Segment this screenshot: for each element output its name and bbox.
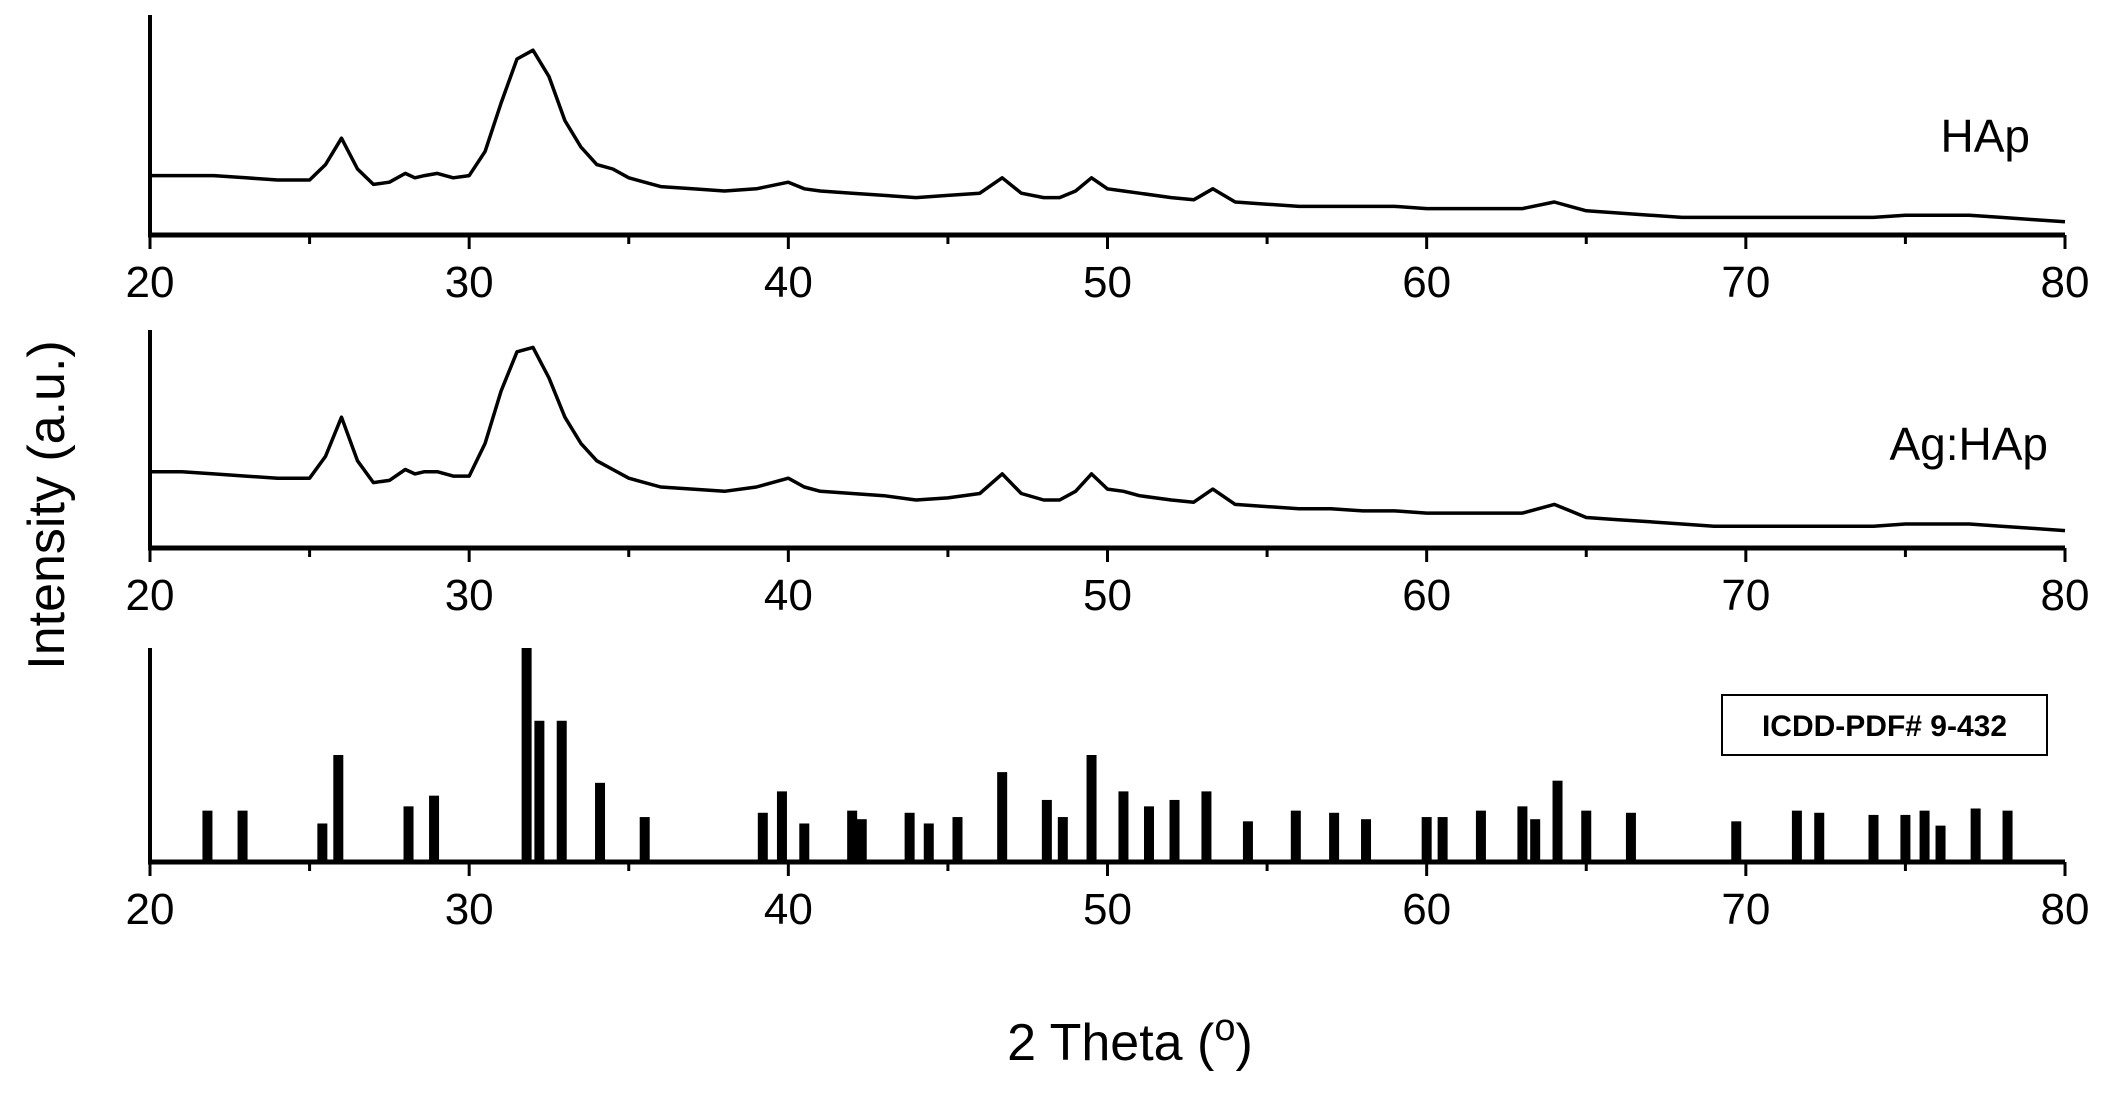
- reference-peak-bar: [317, 823, 328, 862]
- reference-peak-bar: [757, 812, 768, 862]
- reference-peak-bar: [1290, 810, 1301, 862]
- reference-peak-bar: [534, 720, 545, 862]
- reference-peak-bar: [333, 755, 344, 862]
- x-tick-label: 60: [1402, 258, 1451, 307]
- reference-peak-bar: [1970, 808, 1981, 862]
- reference-peak-bar: [1041, 799, 1052, 862]
- x-tick-label: 80: [2041, 258, 2090, 307]
- x-tick-label: 70: [1721, 258, 1770, 307]
- x-tick-label: 40: [764, 258, 813, 307]
- reference-peak-bar: [521, 648, 532, 862]
- x-tick-label: 30: [445, 885, 494, 934]
- x-tick-label: 40: [764, 571, 813, 620]
- x-tick-label: 20: [126, 258, 175, 307]
- x-tick-label: 60: [1402, 571, 1451, 620]
- reference-peak-bar: [1437, 817, 1448, 862]
- x-tick-label: 70: [1721, 571, 1770, 620]
- reference-peak-bar: [1900, 814, 1911, 862]
- reference-peak-bar: [997, 772, 1008, 862]
- reference-peak-bar: [1361, 819, 1372, 862]
- reference-peak-bar: [2002, 810, 2013, 862]
- reference-peak-bar: [1475, 810, 1486, 862]
- reference-peak-bar: [556, 720, 567, 862]
- reference-peak-bar: [1143, 806, 1154, 862]
- reference-peak-bar: [904, 812, 915, 862]
- reference-peak-bar: [1935, 825, 1946, 862]
- reference-peak-bar: [595, 782, 606, 862]
- x-tick-label: 20: [126, 571, 175, 620]
- reference-peak-bar: [403, 806, 414, 862]
- reference-peak-bar: [1731, 821, 1742, 862]
- x-tick-label: 30: [445, 571, 494, 620]
- reference-peak-bar: [1169, 799, 1180, 862]
- reference-peak-bar: [923, 823, 934, 862]
- x-tick-label: 30: [445, 258, 494, 307]
- reference-peak-bar: [856, 819, 867, 862]
- reference-peak-bar: [1517, 806, 1528, 862]
- series-line: [150, 48, 2066, 224]
- reference-peak-bar: [1919, 810, 1930, 862]
- reference-peak-bar: [1086, 755, 1097, 862]
- x-tick-label: 50: [1083, 571, 1132, 620]
- reference-peak-bar: [1625, 812, 1636, 862]
- reference-peak-bar: [952, 817, 963, 862]
- x-tick-label: 50: [1083, 885, 1132, 934]
- reference-peak-bar: [1242, 821, 1253, 862]
- reference-peak-bar: [237, 810, 248, 862]
- x-axis-title-text: 2 Theta (: [1007, 1014, 1215, 1072]
- reference-peak-bar: [1421, 817, 1432, 862]
- x-tick-label: 20: [126, 885, 175, 934]
- series-line: [150, 345, 2066, 533]
- reference-peak-bar: [847, 810, 858, 862]
- reference-peak-bar: [1868, 814, 1879, 862]
- series-label: Ag:HAp: [1889, 418, 2048, 470]
- x-axis-title-unit: o: [1214, 1007, 1235, 1049]
- reference-peak-bar: [1057, 817, 1068, 862]
- reference-peak-bar: [639, 817, 650, 862]
- reference-peak-bar: [1530, 819, 1541, 862]
- reference-peak-bar: [1552, 780, 1563, 862]
- x-tick-label: 50: [1083, 258, 1132, 307]
- x-tick-label: 40: [764, 885, 813, 934]
- x-axis-title-close: ): [1235, 1014, 1252, 1072]
- x-axis-title: 2 Theta (o): [1007, 1007, 1253, 1072]
- x-tick-label: 80: [2041, 571, 2090, 620]
- reference-peak-bar: [429, 795, 440, 862]
- reference-label: ICDD-PDF# 9-432: [1762, 710, 2007, 743]
- reference-peak-bar: [1791, 810, 1802, 862]
- reference-peak-bar: [799, 823, 810, 862]
- x-tick-label: 60: [1402, 885, 1451, 934]
- reference-peak-bar: [1118, 791, 1129, 862]
- series-label: HAp: [1941, 110, 2030, 162]
- x-tick-label: 80: [2041, 885, 2090, 934]
- reference-peak-bar: [776, 791, 787, 862]
- reference-peak-bar: [1201, 791, 1212, 862]
- reference-peak-bar: [1814, 812, 1825, 862]
- reference-peak-bar: [1329, 812, 1340, 862]
- x-tick-label: 70: [1721, 885, 1770, 934]
- y-axis-title: Intensity (a.u.): [18, 340, 76, 669]
- panels-group: 20 30 40 50 60 70 80 HAp 20 30 40 50 60 70 80 Ag:HAp 20 3…: [126, 15, 2090, 934]
- reference-peak-bar: [1581, 810, 1592, 862]
- reference-label-box: [1721, 694, 2048, 756]
- reference-peak-bar: [202, 810, 213, 862]
